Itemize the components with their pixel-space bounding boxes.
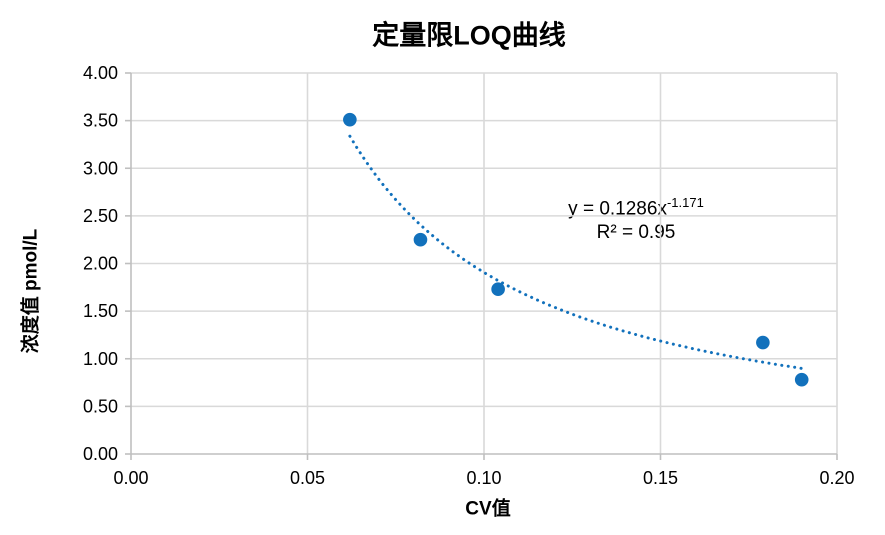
y-tick-label: 0.00 <box>83 444 118 464</box>
y-tick-label: 1.00 <box>83 349 118 369</box>
x-tick-label: 0.05 <box>290 468 325 488</box>
chart-title: 定量限LOQ曲线 <box>372 20 566 51</box>
data-point <box>756 335 770 350</box>
data-point <box>794 372 809 387</box>
equation-exponent-text: -1.171 <box>666 195 704 210</box>
r-squared-text: R² = 0.95 <box>596 222 676 244</box>
x-tick-label: 0.00 <box>113 468 148 488</box>
y-tick-label: 4.00 <box>83 63 118 83</box>
x-axis-title: CV值 <box>465 498 511 520</box>
y-tick-label: 1.50 <box>83 301 118 321</box>
x-tick-label: 0.10 <box>466 468 501 488</box>
trendline-annotation: y = 0.1286x-1.171 R² = 0.95 <box>568 191 704 245</box>
trendline-equation: y = 0.1286x-1.171 <box>568 191 704 221</box>
trendline <box>348 134 804 370</box>
x-tick-label: 0.20 <box>819 468 854 488</box>
data-point <box>413 232 428 247</box>
y-tick-label: 0.50 <box>83 396 118 416</box>
y-tick-label: 2.50 <box>83 206 118 226</box>
y-tick-label: 3.00 <box>83 158 118 178</box>
data-point <box>343 112 357 127</box>
y-tick-label: 3.50 <box>83 111 118 131</box>
equation-base-text: y = 0.1286x <box>568 198 667 220</box>
x-tick-label: 0.15 <box>643 468 678 488</box>
data-point <box>491 282 505 297</box>
y-tick-label: 2.00 <box>83 254 118 274</box>
